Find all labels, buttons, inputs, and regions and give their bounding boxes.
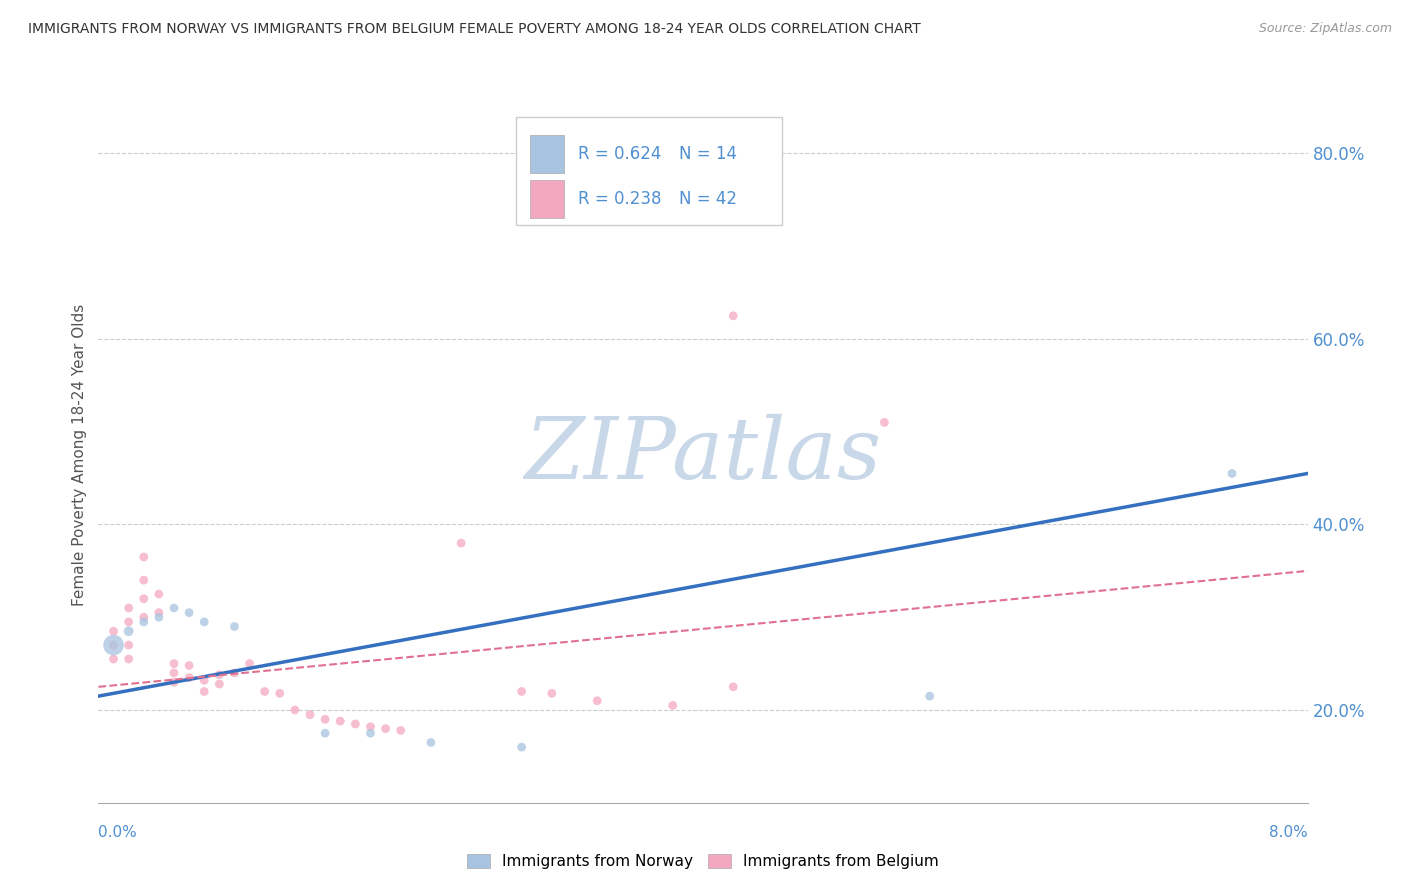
- Point: [132, 549, 155, 564]
- Point: [132, 591, 155, 606]
- Point: [148, 610, 170, 624]
- Point: [179, 658, 201, 673]
- Point: [103, 638, 125, 652]
- Point: [132, 615, 155, 629]
- Point: [299, 707, 322, 722]
- Point: [118, 652, 141, 666]
- Point: [510, 740, 533, 755]
- Text: IMMIGRANTS FROM NORWAY VS IMMIGRANTS FROM BELGIUM FEMALE POVERTY AMONG 18-24 YEA: IMMIGRANTS FROM NORWAY VS IMMIGRANTS FRO…: [28, 22, 921, 37]
- Point: [253, 684, 276, 698]
- Point: [163, 657, 186, 671]
- Point: [1220, 467, 1243, 481]
- Point: [269, 686, 291, 700]
- Point: [132, 573, 155, 587]
- Text: R = 0.238: R = 0.238: [578, 190, 662, 208]
- Point: [723, 680, 745, 694]
- Text: N = 42: N = 42: [679, 190, 737, 208]
- Point: [540, 686, 562, 700]
- Legend: Immigrants from Norway, Immigrants from Belgium: Immigrants from Norway, Immigrants from …: [461, 848, 945, 875]
- Point: [193, 684, 215, 698]
- Point: [359, 720, 381, 734]
- Text: 8.0%: 8.0%: [1268, 825, 1308, 840]
- Point: [179, 606, 201, 620]
- Point: [118, 615, 141, 629]
- Point: [344, 717, 367, 731]
- Point: [132, 610, 155, 624]
- Text: N = 14: N = 14: [679, 145, 737, 163]
- Point: [723, 309, 745, 323]
- Point: [163, 601, 186, 615]
- Text: R = 0.624: R = 0.624: [578, 145, 662, 163]
- Point: [103, 638, 125, 652]
- Text: 0.0%: 0.0%: [98, 825, 138, 840]
- Point: [103, 624, 125, 639]
- FancyBboxPatch shape: [516, 118, 782, 226]
- Point: [661, 698, 683, 713]
- Point: [329, 714, 352, 728]
- Point: [224, 665, 246, 680]
- Point: [374, 722, 396, 736]
- Point: [148, 587, 170, 601]
- Point: [224, 619, 246, 633]
- Point: [179, 671, 201, 685]
- Point: [450, 536, 472, 550]
- Bar: [530, 180, 564, 219]
- Point: [586, 694, 609, 708]
- Point: [208, 667, 231, 681]
- Point: [118, 638, 141, 652]
- Point: [284, 703, 307, 717]
- Point: [148, 606, 170, 620]
- Point: [389, 723, 412, 738]
- Point: [873, 416, 896, 430]
- Point: [419, 735, 441, 749]
- Point: [163, 665, 186, 680]
- Text: Source: ZipAtlas.com: Source: ZipAtlas.com: [1258, 22, 1392, 36]
- Bar: [530, 135, 564, 173]
- Point: [359, 726, 381, 740]
- Point: [239, 657, 262, 671]
- Point: [193, 615, 215, 629]
- Text: ZIPatlas: ZIPatlas: [524, 414, 882, 496]
- Y-axis label: Female Poverty Among 18-24 Year Olds: Female Poverty Among 18-24 Year Olds: [72, 304, 87, 606]
- Point: [193, 673, 215, 688]
- Point: [918, 689, 941, 703]
- Point: [103, 652, 125, 666]
- Point: [118, 624, 141, 639]
- Point: [163, 675, 186, 690]
- Point: [314, 726, 336, 740]
- Point: [118, 601, 141, 615]
- Point: [208, 677, 231, 691]
- Point: [314, 712, 336, 726]
- Point: [510, 684, 533, 698]
